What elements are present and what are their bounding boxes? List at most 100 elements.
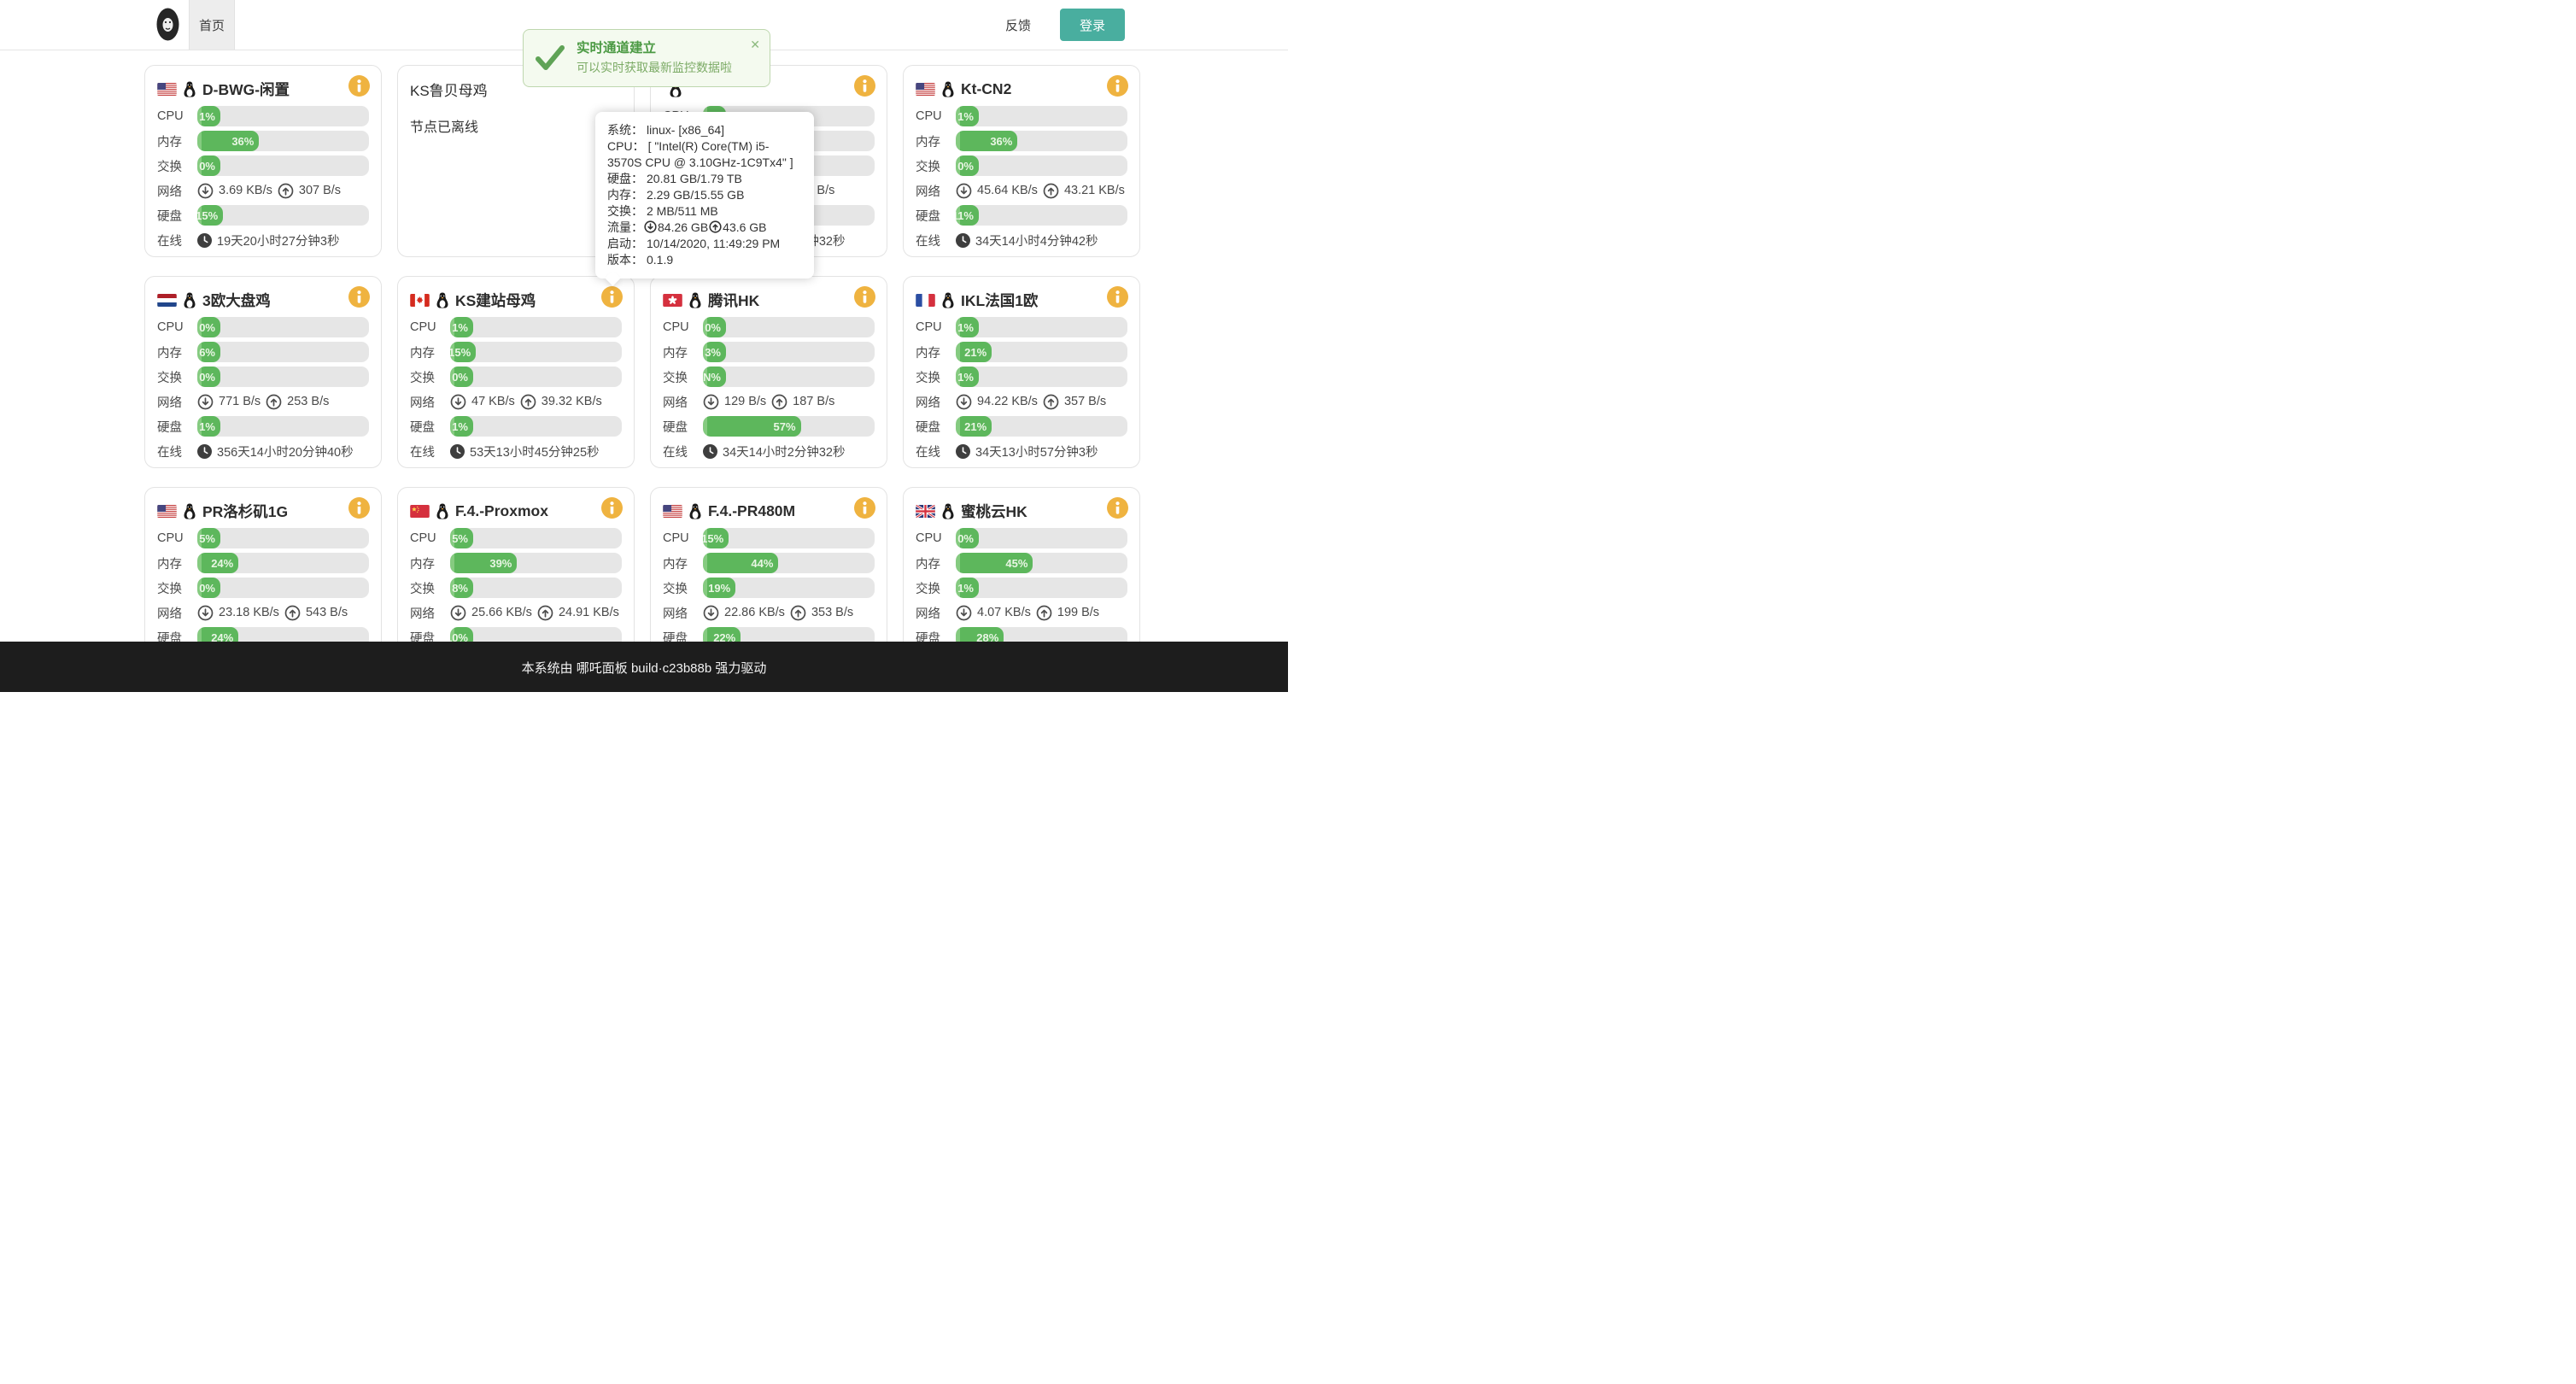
swap-usage-bar: 1% <box>956 578 1127 598</box>
upload-speed-value: 357 B/s <box>1063 395 1107 408</box>
cpu-usage-bar: 1% <box>197 106 369 126</box>
info-icon[interactable] <box>348 75 370 97</box>
info-icon[interactable] <box>601 286 623 308</box>
memory-usage-bar: 39% <box>450 553 622 573</box>
cpu-usage-value: 1% <box>957 320 974 334</box>
server-card: 腾讯HK CPU 0% 内存 3% 交换 NaN% <box>650 276 887 468</box>
disk-usage-bar: 57% <box>703 416 875 437</box>
linux-os-icon <box>436 292 449 308</box>
memory-usage-value: 39% <box>489 556 512 570</box>
site-logo[interactable] <box>156 8 179 41</box>
server-card-header: 腾讯HK <box>663 287 875 313</box>
memory-row-label: 内存 <box>157 135 182 150</box>
network-row-label: 网络 <box>916 607 940 621</box>
swap-usage-value: 0% <box>199 581 215 595</box>
swap-usage-bar: 0% <box>197 367 369 387</box>
cpu-usage-bar: 1% <box>956 106 1127 126</box>
cpu-usage-bar: 0% <box>197 317 369 337</box>
traffic-download-icon <box>644 220 657 233</box>
info-icon[interactable] <box>1107 75 1128 97</box>
footer-text: 本系统由 哪吒面板 build·c23b88b 强力驱动 <box>521 661 767 676</box>
disk-usage-value: 21% <box>964 419 987 433</box>
cpu-row-label: CPU <box>663 531 689 545</box>
download-speed-value: 4.07 KB/s <box>977 606 1031 619</box>
info-icon[interactable] <box>854 497 875 519</box>
memory-row-label: 内存 <box>157 346 182 361</box>
network-speeds: 47 KB/s 39.32 KB/s <box>450 394 602 410</box>
feedback-link[interactable]: 反馈 <box>1005 0 1031 50</box>
uptime-value: 53天13小时45分钟25秒 <box>470 445 600 460</box>
cpu-usage-value: 5% <box>199 531 215 545</box>
info-icon[interactable] <box>854 75 875 97</box>
network-speeds: 23.18 KB/s 543 B/s <box>197 605 348 621</box>
toast-message: 可以实时获取最新监控数据啦 <box>577 61 732 74</box>
disk-row-label: 硬盘 <box>410 420 435 435</box>
upload-speed-value: 543 B/s <box>305 606 348 619</box>
download-arrow-icon <box>956 605 972 621</box>
swap-usage-bar: 19% <box>703 578 875 598</box>
country-flag-icon <box>916 293 935 307</box>
swap-usage-bar: 0% <box>450 367 622 387</box>
cpu-usage-bar: 0% <box>956 528 1127 548</box>
cpu-usage-value: 0% <box>199 320 215 334</box>
uptime-value: 356天14小时20分钟40秒 <box>217 445 354 460</box>
tooltip-line: 内存： 2.29 GB/15.55 GB <box>607 188 745 202</box>
info-icon[interactable] <box>601 497 623 519</box>
disk-usage-value: 1% <box>452 419 468 433</box>
swap-usage-bar: 0% <box>197 578 369 598</box>
info-icon[interactable] <box>1107 286 1128 308</box>
disk-row-label: 硬盘 <box>157 420 182 435</box>
linux-os-icon <box>183 503 196 519</box>
network-row-label: 网络 <box>157 607 182 621</box>
server-stats: CPU 1% 内存 36% 交换 0% 网络 <box>916 106 1127 250</box>
memory-row-label: 内存 <box>916 346 940 361</box>
download-speed-value: 23.18 KB/s <box>219 606 279 619</box>
clock-icon <box>197 232 212 248</box>
toast-close-icon[interactable]: ✕ <box>750 38 760 51</box>
linux-os-icon <box>183 292 196 308</box>
server-card-header: Kt-CN2 <box>916 76 1127 102</box>
download-speed-value: 25.66 KB/s <box>471 606 532 619</box>
cpu-row-label: CPU <box>157 320 184 334</box>
memory-usage-bar: 3% <box>703 342 875 362</box>
linux-os-icon <box>688 503 702 519</box>
disk-usage-bar: 1% <box>197 416 369 437</box>
server-card-header: F.4.-Proxmox <box>410 498 622 524</box>
network-row-label: 网络 <box>663 396 688 410</box>
memory-usage-value: 21% <box>964 345 987 359</box>
tooltip-line: CPU：[ "Intel(R) Core(TM) i5-3570S CPU @ … <box>607 139 793 169</box>
info-icon[interactable] <box>348 497 370 519</box>
tooltip-line: 系统： linux- [x86_64] <box>607 123 725 137</box>
server-card-header: 3欧大盘鸡 <box>157 287 369 313</box>
tab-home-label: 首页 <box>198 18 225 33</box>
upload-arrow-icon <box>1043 394 1059 410</box>
server-name: F.4.-PR480M <box>708 501 796 519</box>
server-card: D-BWG-闲置 CPU 1% 内存 36% 交换 0% <box>144 65 382 257</box>
cpu-row-label: CPU <box>410 531 436 545</box>
info-icon[interactable] <box>348 286 370 308</box>
traffic-upload-icon <box>709 220 722 233</box>
info-icon[interactable] <box>854 286 875 308</box>
info-icon[interactable] <box>1107 497 1128 519</box>
swap-row-label: 交换 <box>410 371 435 385</box>
upload-speed-value: 187 B/s <box>793 395 835 408</box>
memory-row-label: 内存 <box>410 346 435 361</box>
cpu-row-label: CPU <box>916 109 942 123</box>
cpu-usage-bar: 0% <box>703 317 875 337</box>
memory-usage-bar: 44% <box>703 553 875 573</box>
disk-row-label: 硬盘 <box>916 209 940 224</box>
download-arrow-icon <box>197 183 214 199</box>
memory-usage-value: 44% <box>751 556 774 570</box>
swap-usage-value: 0% <box>452 370 468 384</box>
upload-arrow-icon <box>537 605 553 621</box>
login-button[interactable]: 登录 <box>1060 9 1125 41</box>
network-row-label: 网络 <box>157 185 182 199</box>
memory-row-label: 内存 <box>663 557 688 572</box>
swap-row-label: 交换 <box>663 371 688 385</box>
uptime-value: 34天14小时2分钟32秒 <box>723 445 846 460</box>
linux-os-icon <box>941 292 955 308</box>
network-speeds: 129 B/s 187 B/s <box>703 394 834 410</box>
swap-usage-bar: 0% <box>197 155 369 176</box>
tab-home[interactable]: 首页 <box>189 0 235 50</box>
server-stats: CPU 5% 内存 24% 交换 0% 网络 <box>157 528 369 672</box>
